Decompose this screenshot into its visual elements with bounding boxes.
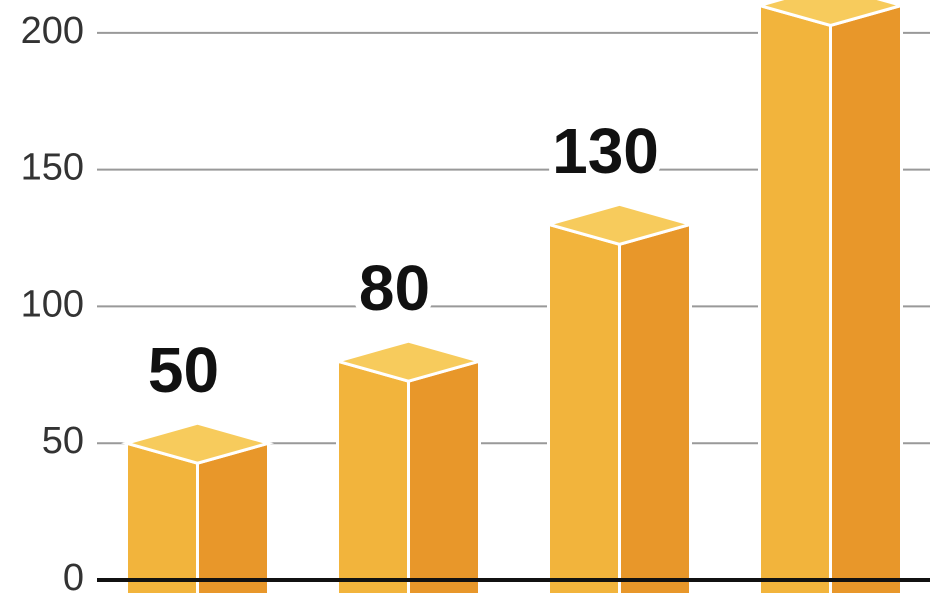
value-label: 80 — [359, 252, 430, 324]
bar-side-face — [196, 441, 270, 593]
bar — [753, 0, 908, 593]
y-tick-label: 50 — [42, 420, 84, 462]
bar-front-face — [547, 222, 621, 593]
bar-top-face — [331, 339, 486, 383]
bar-side-face — [407, 359, 481, 593]
y-tick-label: 200 — [21, 10, 84, 52]
bar-top-face — [120, 421, 275, 465]
value-label: 50 — [148, 334, 219, 406]
bar — [331, 339, 486, 593]
y-tick-label: 100 — [21, 283, 84, 325]
bar-top-face — [542, 202, 697, 246]
bar-side-face — [618, 222, 692, 593]
bar-front-face — [125, 441, 199, 593]
value-label: 130 — [552, 115, 659, 187]
y-tick-label: 150 — [21, 147, 84, 189]
bar — [120, 421, 275, 593]
bar-top-face — [753, 0, 908, 28]
bar-front-face — [336, 359, 410, 593]
bar-front-face — [758, 3, 832, 593]
y-tick-label: 0 — [63, 557, 84, 593]
bar-side-face — [829, 3, 903, 593]
bar — [542, 202, 697, 593]
